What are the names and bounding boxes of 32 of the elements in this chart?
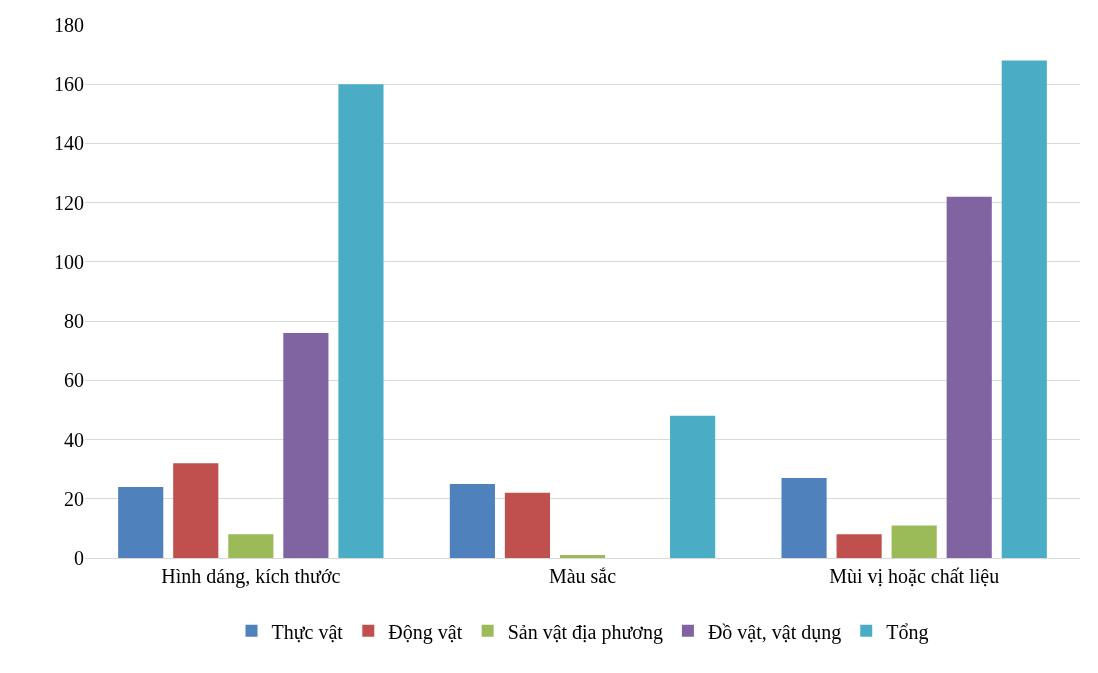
legend-label: Sản vật địa phương bbox=[507, 620, 663, 644]
x-tick-label: Mùi vị hoặc chất liệu bbox=[829, 565, 1000, 587]
y-tick-label: 160 bbox=[54, 73, 84, 96]
bar bbox=[228, 534, 274, 558]
bar bbox=[283, 332, 329, 558]
y-tick-label: 80 bbox=[64, 310, 84, 333]
y-tick-label: 60 bbox=[64, 369, 84, 392]
bar bbox=[1001, 60, 1047, 558]
bar bbox=[173, 463, 219, 558]
y-tick-label: 120 bbox=[54, 191, 84, 214]
bar bbox=[118, 486, 164, 558]
bar bbox=[891, 525, 937, 558]
x-tick-label: Màu sắc bbox=[548, 565, 617, 587]
bar bbox=[338, 84, 384, 558]
y-tick-label: 180 bbox=[54, 14, 84, 36]
legend-label: Động vật bbox=[388, 620, 463, 644]
y-tick-label: 40 bbox=[64, 428, 84, 451]
bar bbox=[836, 534, 882, 558]
y-tick-label: 100 bbox=[54, 250, 84, 273]
y-tick-label: 20 bbox=[64, 487, 84, 510]
y-tick-label: 140 bbox=[54, 132, 84, 155]
bar bbox=[781, 478, 827, 558]
bar bbox=[946, 196, 992, 558]
legend-label: Tổng bbox=[886, 620, 929, 644]
bar bbox=[449, 483, 495, 558]
legend-label: Đồ vật, vật dụng bbox=[707, 620, 842, 644]
bar bbox=[504, 492, 551, 558]
bar bbox=[670, 415, 716, 558]
bar bbox=[559, 555, 606, 558]
x-tick-label: Hình dáng, kích thước bbox=[161, 565, 341, 588]
legend-label: Thực vật bbox=[271, 620, 344, 643]
y-tick-label: 0 bbox=[74, 547, 84, 569]
